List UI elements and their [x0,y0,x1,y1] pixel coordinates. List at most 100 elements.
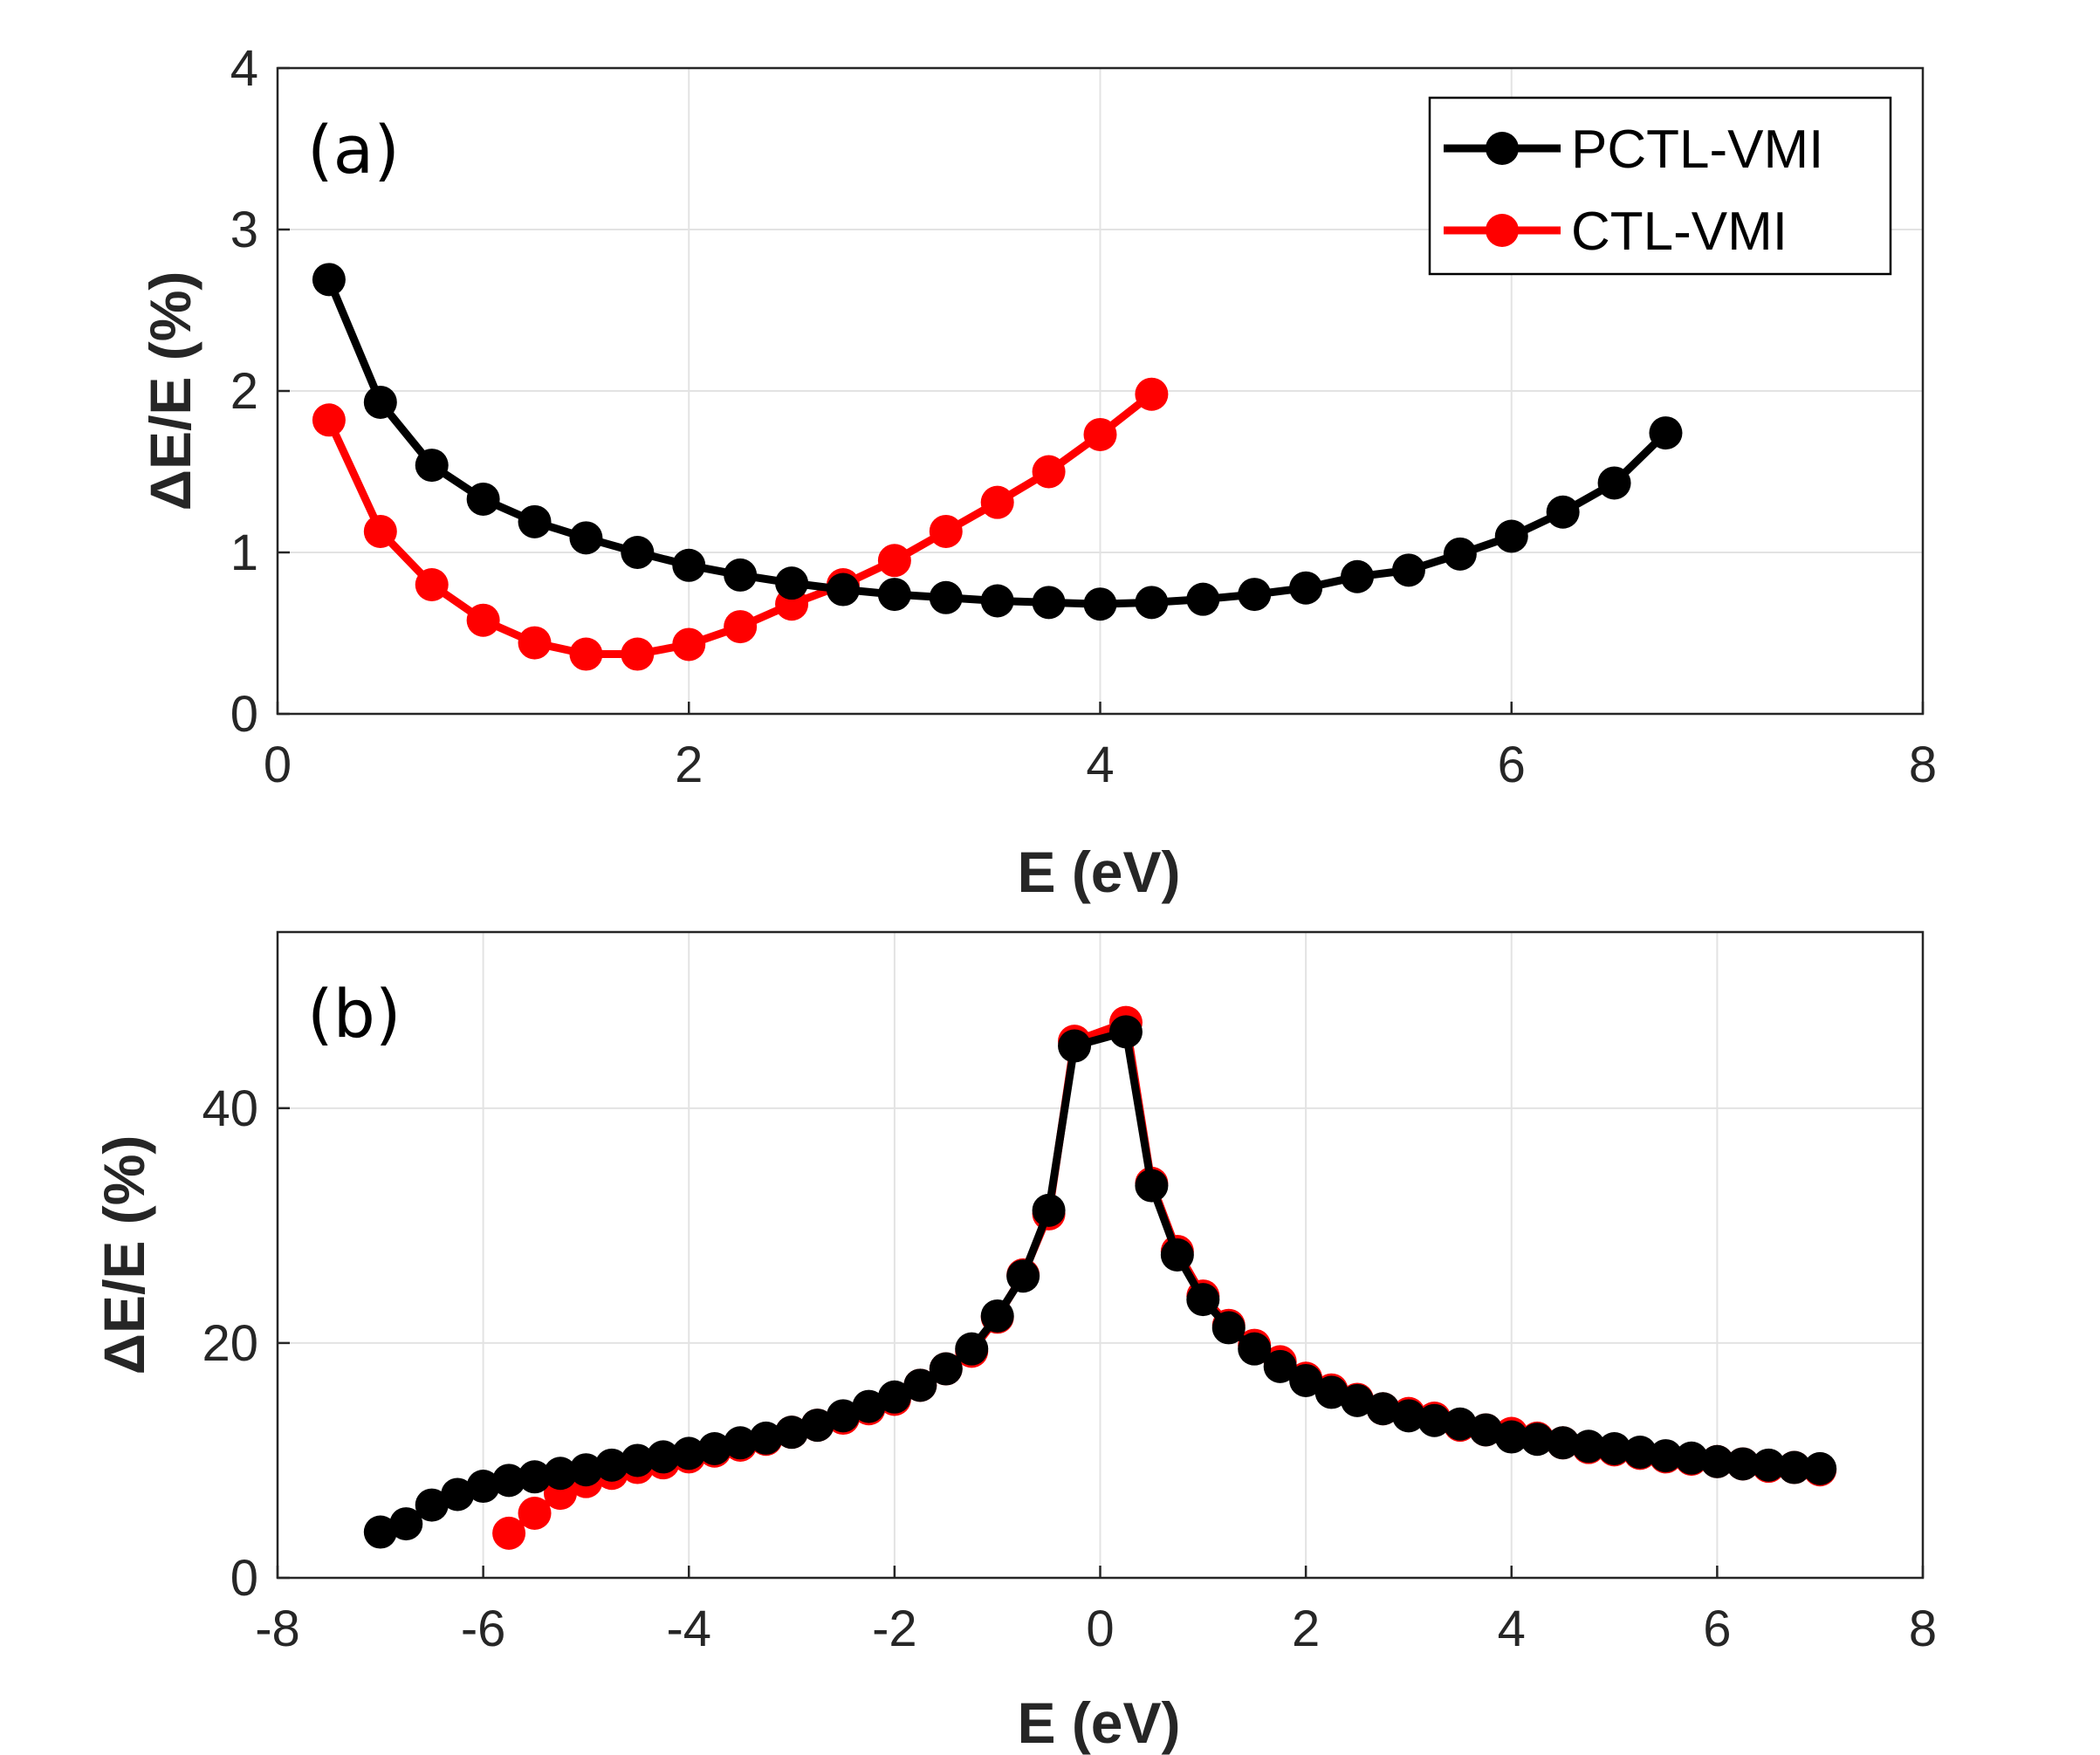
data-point-ctl [415,568,449,601]
data-point-pctl [1341,1383,1375,1417]
x-tick-label: 2 [1292,1601,1320,1657]
panel-a-label: (a) [307,111,400,189]
data-point-pctl [1083,587,1117,621]
data-point-pctl [415,1488,449,1522]
data-point-ctl [518,626,552,660]
data-point-pctl [441,1477,475,1512]
x-tick-label: -8 [255,1601,300,1657]
x-tick-label: -6 [461,1601,506,1657]
data-point-pctl [569,1453,603,1487]
y-tick-label: 2 [230,363,258,420]
data-point-pctl [1700,1444,1734,1478]
data-point-pctl [724,558,758,592]
data-point-pctl [1417,1403,1451,1437]
data-point-pctl [621,1443,655,1477]
x-tick-label: 0 [1086,1601,1114,1657]
data-point-pctl [1006,1259,1040,1293]
data-point-pctl [826,572,860,607]
data-point-pctl [1623,1436,1657,1470]
data-point-pctl [1649,416,1683,450]
data-point-pctl [1366,1392,1400,1426]
data-point-pctl [543,1457,577,1491]
panel-b-ticks: -8 -6 -4 -2 0 2 4 6 8 0 20 40 [202,1080,1937,1657]
data-point-pctl [1032,1193,1066,1227]
panel-a-ticks: 0 2 4 6 8 0 1 2 3 4 [230,40,1937,793]
data-point-pctl [724,1426,758,1460]
data-point-pctl [594,1448,628,1482]
data-point-pctl [800,1409,834,1443]
panel-b-y-axis-label: ΔE/E (%) [92,1135,156,1375]
data-point-pctl [1186,1283,1220,1317]
legend-marker-pctl [1486,132,1519,165]
data-point-pctl [1108,1015,1143,1049]
data-point-pctl [1263,1349,1297,1383]
data-point-pctl [492,1464,526,1498]
data-point-pctl [672,548,706,582]
data-point-pctl [1135,1169,1169,1203]
data-point-ctl [518,1497,552,1530]
panel-b-x-axis-label: E (eV) [1017,1690,1180,1755]
x-tick-label: 4 [1086,737,1114,793]
x-tick-label: 6 [1703,1601,1731,1657]
data-point-pctl [1597,1432,1631,1465]
data-point-pctl [363,1515,397,1549]
data-point-pctl [672,1436,706,1470]
data-point-pctl [1289,571,1323,605]
data-point-pctl [569,521,603,555]
data-point-pctl [1391,553,1425,587]
data-point-ctl [672,627,706,662]
data-point-pctl [466,1470,500,1504]
data-point-pctl [1211,1311,1246,1345]
data-point-ctl [363,514,397,548]
x-tick-label: -2 [872,1601,917,1657]
data-point-pctl [646,1440,680,1474]
data-point-pctl [929,1352,963,1386]
panel-a-series [312,263,1683,671]
data-point-ctl [312,403,346,437]
data-point-pctl [1289,1363,1323,1397]
y-tick-label: 1 [230,524,258,581]
y-tick-label: 0 [230,686,258,743]
data-point-pctl [1186,582,1220,616]
data-point-pctl [466,482,500,516]
y-tick-label: 3 [230,202,258,258]
data-point-pctl [621,536,655,569]
data-point-pctl [1494,1420,1528,1454]
data-point-pctl [1572,1429,1606,1464]
data-point-pctl [1032,586,1066,620]
data-point-pctl [1520,1423,1554,1457]
data-point-pctl [1238,1332,1272,1366]
data-point-pctl [1752,1448,1786,1482]
data-point-pctl [1777,1450,1811,1484]
data-point-pctl [1443,1407,1477,1441]
x-tick-label: -4 [666,1601,711,1657]
data-point-pctl [1341,559,1375,593]
data-point-pctl [1546,495,1580,529]
legend-label-ctl: CTL-VMI [1571,202,1788,262]
x-tick-label: 4 [1498,1601,1526,1657]
legend-marker-ctl [1486,214,1519,247]
data-point-pctl [929,580,963,614]
legend-label-pctl: PCTL-VMI [1571,120,1823,180]
data-point-ctl [1032,455,1066,489]
data-point-pctl [775,566,809,600]
data-point-ctl [724,610,758,644]
data-point-ctl [1083,417,1117,451]
data-point-pctl [1726,1447,1760,1481]
data-point-pctl [363,385,397,419]
data-point-pctl [826,1399,860,1433]
data-point-ctl [877,544,911,578]
data-point-pctl [1803,1451,1837,1485]
data-point-ctl [466,603,500,637]
data-point-pctl [1494,519,1528,553]
data-point-ctl [980,485,1014,519]
data-point-pctl [1469,1413,1503,1447]
x-tick-label: 0 [264,737,292,793]
data-point-pctl [1649,1439,1683,1473]
y-tick-label: 4 [230,40,258,97]
x-tick-label: 8 [1909,737,1937,793]
data-point-pctl [1135,586,1169,620]
panel-a-plot: 0 2 4 6 8 0 1 2 3 4 (a) E (eV) ΔE/E (%) PCTL-VMI … [138,40,1937,904]
data-point-ctl [929,514,963,548]
